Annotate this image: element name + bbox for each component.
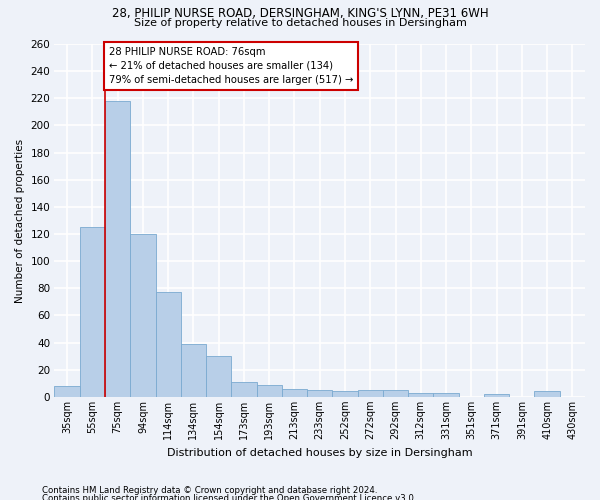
Bar <box>232 382 257 397</box>
Bar <box>535 392 560 397</box>
Bar <box>383 390 408 397</box>
Bar <box>181 344 206 397</box>
Bar <box>282 388 307 397</box>
Bar <box>80 227 105 397</box>
Bar <box>55 386 80 397</box>
Bar <box>206 356 232 397</box>
Bar <box>307 390 332 397</box>
X-axis label: Distribution of detached houses by size in Dersingham: Distribution of detached houses by size … <box>167 448 473 458</box>
Bar <box>155 292 181 397</box>
Bar <box>130 234 155 397</box>
Bar <box>332 392 358 397</box>
Bar <box>358 390 383 397</box>
Bar <box>484 394 509 397</box>
Bar <box>408 393 433 397</box>
Bar <box>257 384 282 397</box>
Text: Size of property relative to detached houses in Dersingham: Size of property relative to detached ho… <box>134 18 466 28</box>
Text: 28 PHILIP NURSE ROAD: 76sqm
← 21% of detached houses are smaller (134)
79% of se: 28 PHILIP NURSE ROAD: 76sqm ← 21% of det… <box>109 46 353 84</box>
Y-axis label: Number of detached properties: Number of detached properties <box>15 138 25 302</box>
Bar <box>433 393 458 397</box>
Text: Contains public sector information licensed under the Open Government Licence v3: Contains public sector information licen… <box>42 494 416 500</box>
Bar <box>105 101 130 397</box>
Text: 28, PHILIP NURSE ROAD, DERSINGHAM, KING'S LYNN, PE31 6WH: 28, PHILIP NURSE ROAD, DERSINGHAM, KING'… <box>112 8 488 20</box>
Text: Contains HM Land Registry data © Crown copyright and database right 2024.: Contains HM Land Registry data © Crown c… <box>42 486 377 495</box>
